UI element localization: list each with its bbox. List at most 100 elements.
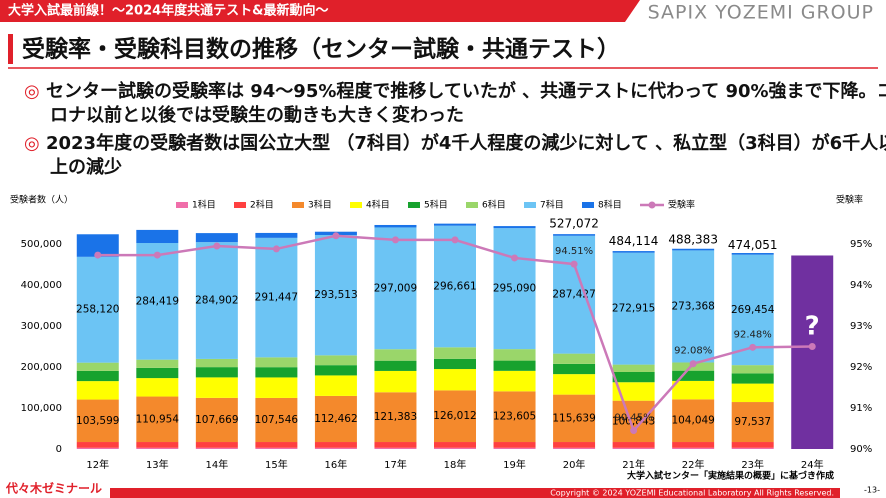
bar-segment: [553, 353, 596, 364]
data-label: 97,537: [734, 416, 771, 428]
y2-tick-label: 90%: [850, 444, 872, 455]
legend-label: 受験率: [668, 199, 695, 211]
bullet: 2023年度の受験者数は国公立大型 （7科目）が4千人程度の減少に対して 、私立…: [24, 132, 886, 180]
legend-swatch: [466, 202, 478, 208]
data-label: 284,902: [195, 295, 238, 307]
bar-segment: [731, 373, 774, 384]
bar-segment: [434, 369, 476, 391]
bar-segment: [612, 251, 655, 253]
legend-label: 5科目: [424, 199, 448, 211]
legend-label: 6科目: [482, 199, 506, 211]
bar-segment: [136, 243, 179, 360]
data-label: 123,605: [493, 411, 536, 423]
bar-segment: [136, 447, 179, 449]
bar-segment: [255, 237, 298, 358]
y-tick-label: 300,000: [21, 321, 62, 332]
brand: SAPIX YOZEMI GROUP: [648, 2, 874, 24]
forecast-label: ?: [805, 312, 820, 342]
y-tick-label: 200,000: [21, 362, 62, 373]
data-label: 110,954: [136, 413, 180, 425]
source: 大学入試センター「実施結果の概要」に基づき作成: [627, 470, 834, 482]
rate-point: [808, 343, 816, 350]
rate-point: [272, 245, 280, 253]
bar-segment: [255, 357, 298, 368]
total-label: 488,383: [668, 232, 718, 246]
data-label: 295,090: [493, 283, 536, 295]
data-label: 287,427: [552, 289, 595, 301]
rate-point: [213, 242, 221, 250]
title-bar: [8, 34, 13, 64]
banner-bg: [0, 0, 640, 22]
bar-segment: [314, 447, 357, 449]
bar-segment: [612, 364, 655, 372]
bar-segment: [434, 358, 476, 370]
bar-segment: [255, 377, 298, 398]
bar-segment: [76, 234, 119, 257]
bar-segment: [612, 371, 655, 383]
rate-point: [153, 251, 161, 259]
bar-segment: [434, 447, 476, 449]
bar-segment: [731, 442, 774, 448]
data-label: 273,368: [671, 300, 714, 312]
legend-label: 1科目: [192, 199, 216, 211]
bar-segment: [195, 442, 238, 448]
bar-segment: [374, 392, 417, 443]
bar-segment: [612, 252, 655, 365]
rate-point: [749, 343, 757, 351]
bar-segment: [493, 447, 536, 449]
y-tick-label: 500,000: [21, 239, 62, 250]
legend-swatch: [524, 202, 536, 208]
bar-segment: [136, 442, 179, 448]
rate-point: [332, 232, 340, 240]
bar-segment: [195, 397, 238, 443]
bar-segment: [612, 442, 655, 448]
bar-segment: [374, 360, 417, 371]
total-label: 527,072: [549, 216, 599, 230]
title: 受験率・受験科目数の推移（センター試験・共通テスト）: [22, 36, 620, 63]
bar-segment: [314, 375, 357, 396]
y2-tick-label: 91%: [850, 403, 872, 414]
x-tick-label: 18年: [444, 458, 467, 471]
logo: 代々木ゼミナール: [5, 481, 102, 496]
y2-tick-label: 93%: [850, 321, 872, 332]
bar-segment: [314, 442, 357, 448]
total-label: 474,051: [728, 238, 778, 252]
bar-segment: [136, 378, 179, 397]
rate-point: [391, 236, 399, 244]
y2-tick-label: 95%: [850, 239, 872, 250]
x-tick-label: 22年: [682, 458, 705, 471]
data-label: 104,049: [671, 415, 714, 427]
legend-swatch: [292, 202, 304, 208]
bar-segment: [255, 447, 298, 449]
bar-segment: [195, 377, 238, 398]
bar-segment: [374, 227, 417, 350]
legend-swatch: [234, 202, 246, 208]
bar-segment: [672, 248, 715, 251]
bar-segment: [136, 367, 179, 379]
bar-segment: [255, 397, 298, 443]
bar-segment: [553, 394, 596, 443]
bar-segment: [553, 447, 596, 449]
bar-segment: [76, 381, 119, 400]
legend-swatch: [350, 202, 362, 208]
bar-segment: [255, 232, 298, 238]
bar-segment: [493, 442, 536, 448]
bar-segment: [731, 383, 774, 403]
bar-segment: [672, 380, 715, 400]
total-label: 484,114: [609, 234, 659, 248]
data-label: 112,462: [314, 413, 357, 425]
bar-segment: [493, 391, 536, 443]
forecast-bar: [791, 255, 834, 449]
legend-label: 3科目: [308, 199, 332, 211]
bar-segment: [434, 390, 476, 443]
footer-bar: [110, 488, 840, 498]
legend-swatch: [582, 202, 594, 208]
bar-segment: [314, 234, 357, 356]
rate-label: 92.08%: [674, 346, 712, 357]
legend-label: 4科目: [366, 199, 390, 211]
bar-segment: [374, 447, 417, 449]
bar-segment: [493, 228, 536, 350]
bar-segment: [76, 442, 119, 448]
bar-segment: [434, 442, 476, 448]
legend-swatch: [648, 201, 656, 209]
